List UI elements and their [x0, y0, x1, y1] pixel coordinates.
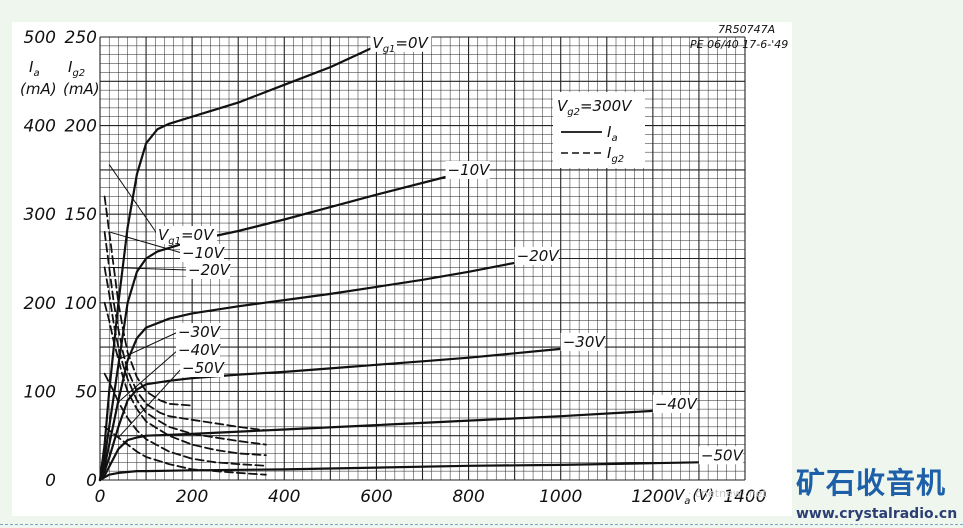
- screen-curve-label: −40V: [178, 341, 222, 359]
- screen-current-curve: [103, 231, 267, 432]
- left-y-tick-label: 0: [45, 471, 56, 491]
- anode-current-curve: [98, 175, 447, 482]
- x-tick-label: 400: [268, 487, 300, 507]
- anode-curve-label-bg: [445, 160, 490, 179]
- screen-current-curve: [103, 195, 193, 407]
- anode-curve-label-bg: [514, 246, 559, 265]
- right-y-tick-label: 0: [86, 471, 97, 491]
- anode-curve-label-bg: [560, 332, 605, 351]
- screen-curve-label-bg: [180, 359, 224, 377]
- x-tick-label: 800: [452, 487, 484, 507]
- anode-current-curve: [98, 261, 516, 482]
- legend-label-anode: Ia: [607, 123, 618, 144]
- anode-curve-label: −40V: [655, 395, 699, 413]
- screen-curve-label: −50V: [182, 359, 226, 377]
- screen-curve-label: −10V: [182, 244, 226, 262]
- right-y-tick-label: 150: [65, 205, 97, 225]
- right-y-tick-label: 50: [75, 382, 97, 402]
- left-y-tick-label: 100: [24, 382, 56, 402]
- screen-current-curve: [103, 266, 267, 446]
- x-tick-label: 1000: [539, 487, 582, 507]
- curve-labels: Vg1=0V−10V−20V−30V−40V−50VVg1=0V−10V−20V…: [108, 33, 745, 465]
- screen-current-curve: [103, 425, 267, 476]
- right-y-tick-label: 250: [65, 28, 97, 48]
- reference-code: 7R50747A: [718, 23, 775, 36]
- label-leader-line: [108, 164, 159, 236]
- screen-curve-label-bg: [176, 323, 220, 341]
- x-tick-label: 200: [176, 487, 208, 507]
- reference-date: PE 06/40 17-6-'49: [690, 38, 788, 51]
- anode-curve-label: −10V: [448, 161, 492, 179]
- left-axis-unit: (mA): [20, 80, 57, 98]
- right-y-tick-label: 100: [65, 294, 97, 314]
- x-tick-label: 0: [95, 487, 106, 507]
- brand-site-url[interactable]: www.crystalradio.cn: [796, 506, 958, 522]
- right-y-tick-label: 200: [65, 117, 97, 137]
- x-tick-label: 1400: [723, 487, 766, 507]
- legend-label-screen: Ig2: [607, 144, 624, 165]
- label-leader-line: [109, 231, 183, 254]
- anode-curve-label-bg: [698, 446, 743, 465]
- screen-curve-label-bg: [176, 341, 220, 359]
- screen-curve-label: −30V: [178, 323, 222, 341]
- left-axis-label: Ia: [29, 58, 40, 79]
- anode-current-curve: [98, 347, 562, 482]
- anode-current-curve: [98, 461, 700, 482]
- right-axis-unit: (mA): [63, 80, 100, 98]
- anode-current-curve: [98, 409, 654, 482]
- screen-curve-label: Vg1=0V: [158, 226, 215, 247]
- left-y-tick-label: 200: [24, 294, 56, 314]
- bottom-border: [0, 524, 963, 525]
- screen-curve-label-bg: [156, 226, 217, 244]
- anode-curve-label: −50V: [701, 446, 745, 464]
- anode-curve-label-bg: [652, 394, 697, 413]
- x-tick-label: 600: [360, 487, 392, 507]
- x-tick-label: 1200: [631, 487, 674, 507]
- screen-curve-label-bg: [186, 261, 230, 279]
- label-leader-line: [118, 349, 179, 403]
- right-axis-label: Ig2: [68, 58, 85, 79]
- brand-logo-text: 矿石收音机: [796, 466, 947, 500]
- anode-curve-label: −20V: [517, 247, 561, 265]
- x-axis-label: Va (V): [674, 486, 714, 507]
- screen-current-curve: [103, 372, 267, 467]
- label-leader-line: [118, 331, 179, 360]
- axis-ticks: 0 200 400 600 800 1000 1200 1400010020030040050…: [24, 28, 767, 507]
- left-y-tick-label: 400: [24, 117, 56, 137]
- anode-curve-label: Vg1=0V: [372, 34, 429, 55]
- legend-box: [553, 92, 645, 168]
- watermark: ·.cnetnew·.net: [688, 487, 768, 500]
- screen-curve-label: −20V: [188, 261, 232, 279]
- anode-curve-label: −30V: [563, 333, 607, 351]
- chart-paper: [12, 22, 792, 516]
- left-y-tick-label: 300: [24, 205, 56, 225]
- anode-curve-label-bg: [370, 33, 432, 52]
- screen-curve-label-bg: [180, 244, 224, 262]
- screen-current-curve: [103, 301, 267, 457]
- left-y-tick-label: 500: [24, 28, 56, 48]
- label-leader-line: [109, 266, 189, 271]
- curves: [98, 44, 700, 482]
- legend-condition: Vg2=300V: [557, 97, 633, 118]
- label-leader-line: [118, 367, 183, 438]
- anode-current-curve: [98, 44, 378, 482]
- legend: Vg2=300V Ia Ig2: [553, 92, 645, 168]
